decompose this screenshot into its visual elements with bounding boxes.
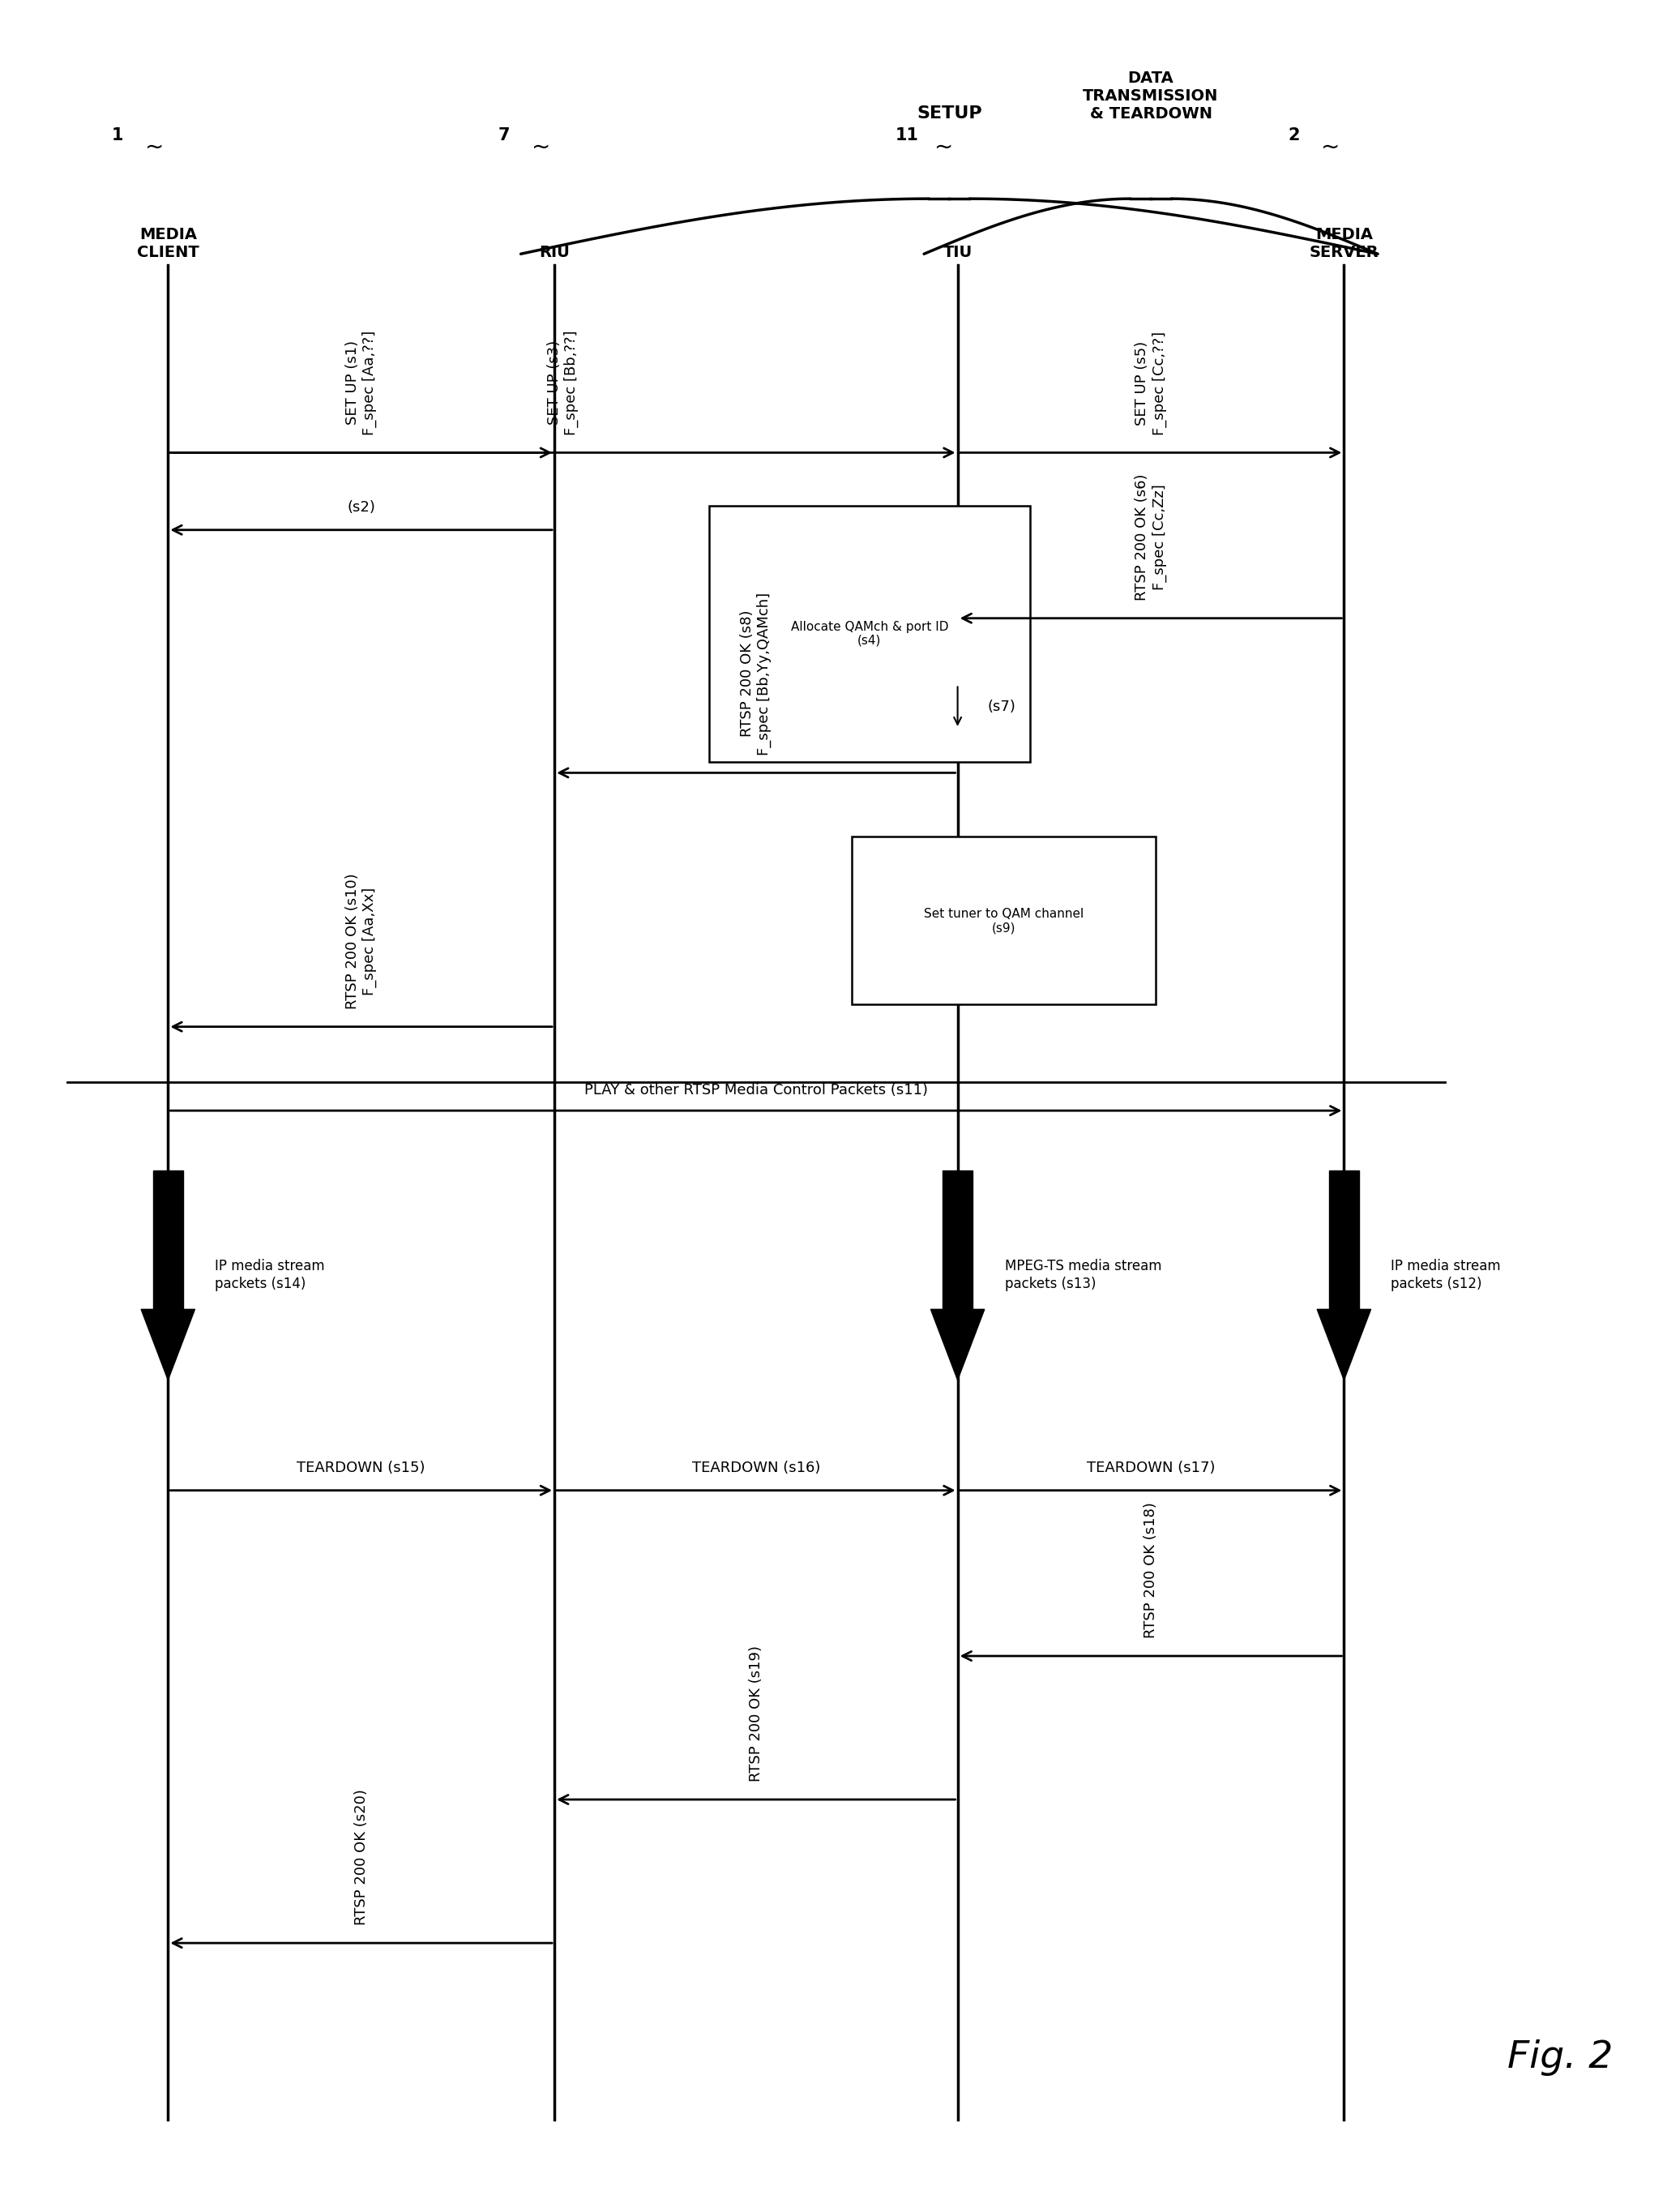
Polygon shape — [1317, 1309, 1371, 1380]
Text: SET UP (s3)
F_spec [Bb,??]: SET UP (s3) F_spec [Bb,??] — [548, 329, 578, 435]
Text: (s7): (s7) — [988, 700, 1016, 713]
Text: 1: 1 — [113, 128, 123, 144]
Text: IP media stream
packets (s14): IP media stream packets (s14) — [215, 1259, 324, 1292]
Text: MEDIA
SERVER: MEDIA SERVER — [1309, 227, 1379, 261]
Text: (s2): (s2) — [348, 499, 375, 514]
FancyBboxPatch shape — [852, 837, 1156, 1005]
Text: RTSP 200 OK (s6)
F_spec [Cc,Zz]: RTSP 200 OK (s6) F_spec [Cc,Zz] — [1136, 475, 1166, 601]
Text: RTSP 200 OK (s19): RTSP 200 OK (s19) — [749, 1645, 763, 1782]
Text: RIU: RIU — [539, 245, 570, 261]
Text: TEARDOWN (s16): TEARDOWN (s16) — [692, 1459, 820, 1475]
Text: RTSP 200 OK (s10)
F_spec [Aa,Xx]: RTSP 200 OK (s10) F_spec [Aa,Xx] — [346, 872, 376, 1009]
Text: ~: ~ — [934, 137, 954, 159]
Text: MPEG-TS media stream
packets (s13): MPEG-TS media stream packets (s13) — [1005, 1259, 1161, 1292]
Polygon shape — [153, 1170, 183, 1309]
Text: ~: ~ — [144, 137, 165, 159]
Text: Fig. 2: Fig. 2 — [1507, 2038, 1613, 2076]
Text: RTSP 200 OK (s20): RTSP 200 OK (s20) — [354, 1788, 368, 1925]
Text: RTSP 200 OK (s18): RTSP 200 OK (s18) — [1144, 1501, 1158, 1638]
Text: SET UP (s5)
F_spec [Cc,??]: SET UP (s5) F_spec [Cc,??] — [1136, 331, 1166, 435]
Text: RTSP 200 OK (s8)
F_spec [Bb,Yy,QAMch]: RTSP 200 OK (s8) F_spec [Bb,Yy,QAMch] — [741, 592, 771, 755]
Text: DATA
TRANSMISSION
& TEARDOWN: DATA TRANSMISSION & TEARDOWN — [1084, 71, 1218, 121]
Text: PLAY & other RTSP Media Control Packets (s11): PLAY & other RTSP Media Control Packets … — [585, 1082, 927, 1097]
Text: SET UP (s1)
F_spec [Aa,??]: SET UP (s1) F_spec [Aa,??] — [346, 331, 376, 435]
Text: TEARDOWN (s17): TEARDOWN (s17) — [1087, 1459, 1215, 1475]
FancyBboxPatch shape — [709, 506, 1030, 762]
Text: IP media stream
packets (s12): IP media stream packets (s12) — [1391, 1259, 1500, 1292]
Polygon shape — [931, 1309, 984, 1380]
Text: 7: 7 — [499, 128, 509, 144]
Text: ~: ~ — [531, 137, 551, 159]
Text: 11: 11 — [895, 128, 919, 144]
Text: TEARDOWN (s15): TEARDOWN (s15) — [297, 1459, 425, 1475]
Polygon shape — [141, 1309, 195, 1380]
Text: ~: ~ — [1320, 137, 1341, 159]
Polygon shape — [1329, 1170, 1359, 1309]
Text: TIU: TIU — [942, 245, 973, 261]
Text: MEDIA
CLIENT: MEDIA CLIENT — [136, 227, 200, 261]
Polygon shape — [942, 1170, 973, 1309]
Text: 2: 2 — [1289, 128, 1299, 144]
Text: Set tuner to QAM channel
(s9): Set tuner to QAM channel (s9) — [924, 907, 1084, 934]
Text: Allocate QAMch & port ID
(s4): Allocate QAMch & port ID (s4) — [791, 620, 948, 647]
Text: SETUP: SETUP — [917, 106, 981, 121]
